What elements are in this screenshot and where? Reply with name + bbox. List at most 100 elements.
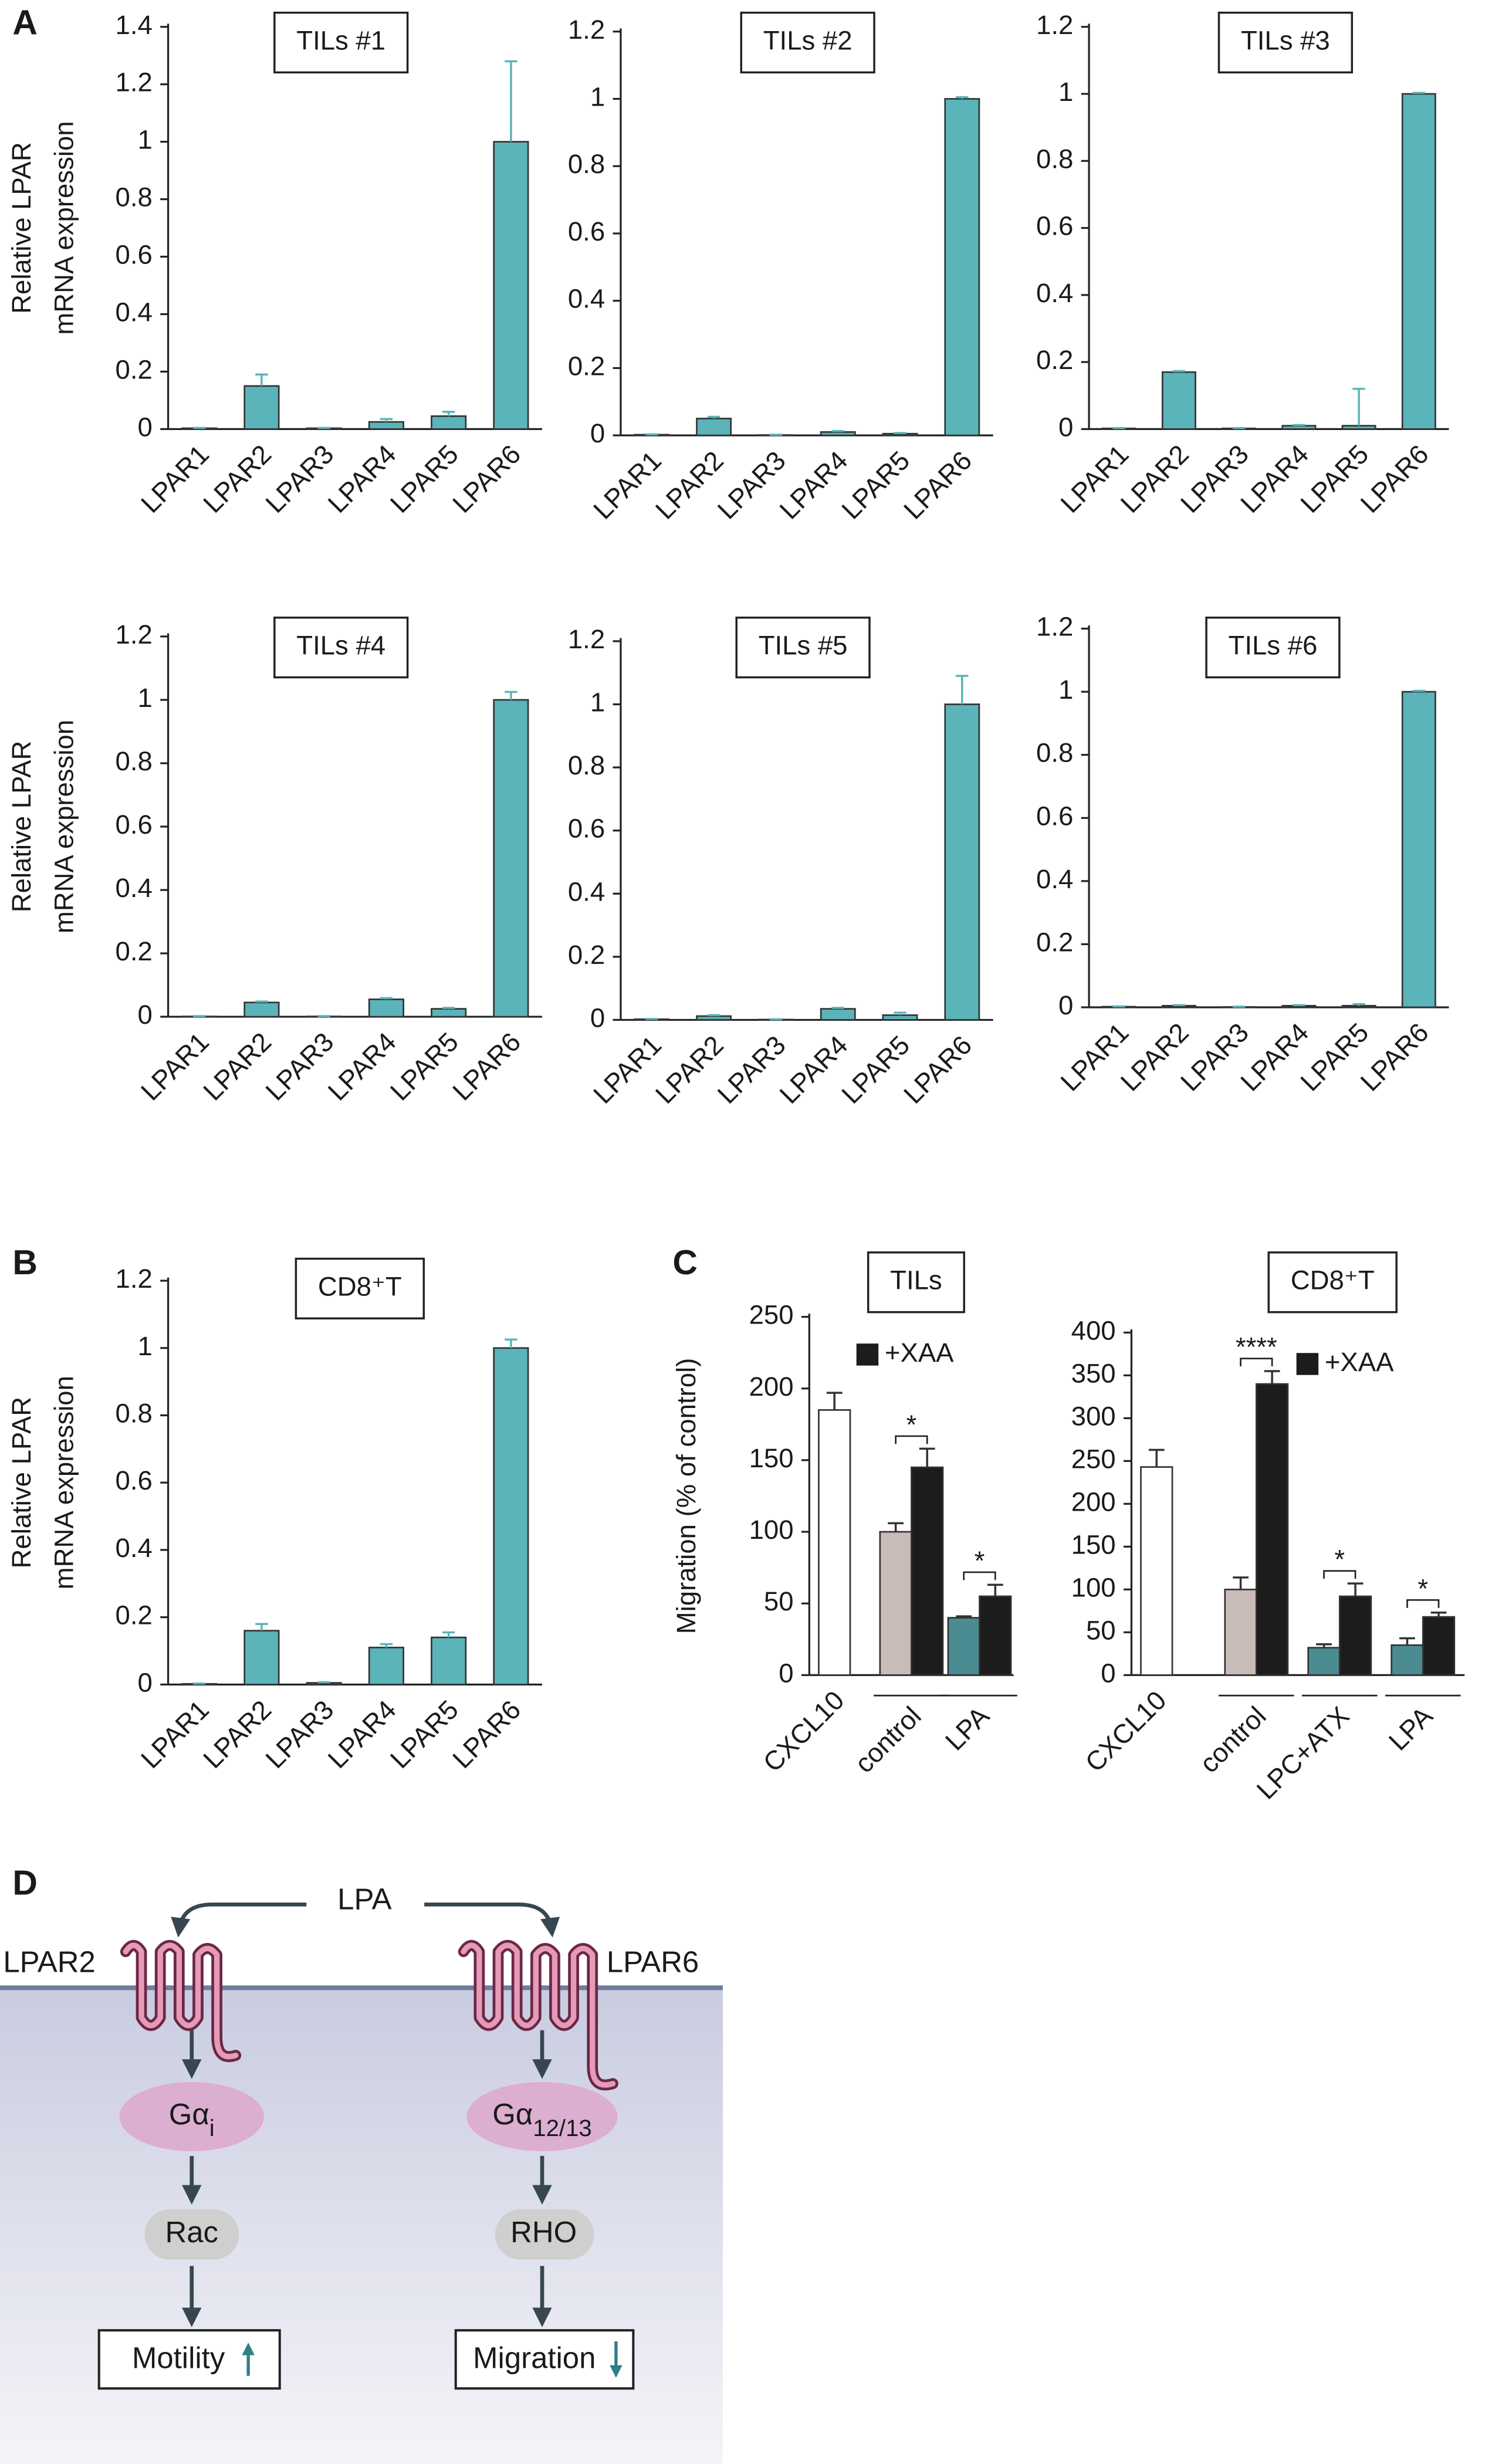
x-tick-label: LPAR6: [447, 1027, 527, 1106]
error-bar: [505, 1338, 517, 1348]
y-tick-label: 1.4: [116, 10, 153, 40]
y-tick-label: 0: [137, 1667, 152, 1697]
error-bar: [505, 691, 517, 700]
y-tick-label: 0: [1101, 1658, 1115, 1688]
legend-label: +XAA: [885, 1338, 954, 1368]
legend-swatch: [1296, 1353, 1319, 1375]
bar: [818, 1409, 851, 1676]
y-tick-label: 0.2: [568, 351, 605, 381]
bar: [882, 1014, 918, 1021]
significance: *: [1334, 1545, 1345, 1575]
y-tick-label: 1: [590, 82, 605, 112]
outcome: Motility: [132, 2341, 225, 2374]
significance-bracket: [1323, 1570, 1357, 1579]
g-protein-label: Gαi: [169, 2097, 215, 2141]
title-box: [1267, 1251, 1398, 1314]
x-tick-label: LPAR6: [447, 439, 527, 519]
bar: [696, 1015, 732, 1021]
bar: [879, 1531, 912, 1676]
x-tick-label: LPAR5: [1295, 1017, 1375, 1097]
y-axis-label: Relative LPAR: [6, 741, 36, 913]
x-tick-label: LPAR3: [260, 1027, 340, 1106]
bar: [368, 421, 404, 430]
title-box: [1217, 11, 1353, 74]
y-tick-label: 0.6: [568, 814, 605, 844]
y-tick-label: 0.2: [116, 1600, 153, 1630]
x-tick-label: LPAR2: [650, 1030, 729, 1109]
bar: [1140, 1466, 1173, 1676]
y-axis-label: mRNA expression: [49, 720, 79, 933]
x-tick-label: LPAR1: [587, 445, 667, 525]
error-bar: [645, 433, 658, 436]
error-bar: [192, 1015, 206, 1017]
error-bar: [956, 1615, 972, 1618]
error-bar: [1399, 1637, 1415, 1646]
y-tick-label: 400: [1071, 1315, 1116, 1345]
bar: [431, 1636, 467, 1685]
y-tick-label: 350: [1071, 1358, 1116, 1388]
y-tick-label: 0.6: [116, 810, 153, 840]
receptor-label: LPAR6: [607, 1945, 699, 1979]
y-tick-label: 0: [137, 412, 152, 442]
bar: [1401, 691, 1436, 1008]
error-bar: [1430, 1611, 1447, 1617]
error-bar: [987, 1583, 1003, 1596]
bar: [243, 1630, 280, 1685]
x-tick-label: LPAR1: [1055, 1017, 1135, 1097]
arrow: [424, 1902, 560, 1938]
error-bar: [707, 415, 720, 419]
x-tick-label: LPAR4: [774, 445, 854, 525]
g-protein-label: Gα12/13: [492, 2097, 591, 2141]
chart-title: TILs #2: [763, 26, 853, 56]
y-tick-label: 0.4: [116, 873, 153, 903]
y-axis-label: Relative LPAR: [6, 142, 36, 314]
outcome: Migration: [473, 2341, 596, 2374]
bar: [1341, 1004, 1376, 1008]
x-tick-label: LPAR4: [774, 1030, 854, 1109]
error-bar: [956, 675, 969, 705]
bar: [493, 141, 529, 430]
y-tick-label: 0.2: [1036, 927, 1073, 957]
error-bar: [1264, 1370, 1280, 1384]
error-bar: [255, 373, 268, 386]
error-bar: [826, 1392, 843, 1410]
panel-label: D: [12, 1864, 38, 1903]
y-tick-label: 0: [1058, 990, 1073, 1020]
y-tick-label: 0.6: [116, 240, 153, 270]
error-bar: [505, 60, 517, 142]
chart-title: CD8⁺T: [318, 1271, 402, 1301]
y-tick-label: 1.2: [1036, 612, 1073, 642]
y-tick-label: 0.6: [1036, 211, 1073, 241]
error-bar: [442, 1007, 455, 1009]
x-tick-label: LPA: [939, 1701, 995, 1756]
bar: [431, 415, 467, 430]
significance: ****: [1236, 1332, 1277, 1362]
x-tick-label: LPAR4: [322, 439, 402, 519]
x-tick-label: LPAR1: [587, 1030, 667, 1109]
chart-title: CD8⁺T: [1291, 1265, 1375, 1295]
gtpase: [495, 2209, 594, 2260]
bar: [243, 1001, 280, 1018]
y-tick-label: 0: [590, 1003, 605, 1033]
y-tick-label: 0.8: [116, 746, 153, 776]
chart-title: TILs #1: [296, 26, 385, 56]
x-tick-label: LPAR2: [198, 439, 278, 519]
legend-label: +XAA: [1325, 1347, 1394, 1377]
error-bar: [1233, 1576, 1249, 1590]
x-tick-label: LPAR2: [198, 1694, 278, 1774]
y-tick-label: 250: [1071, 1444, 1116, 1474]
bar: [1338, 1595, 1372, 1676]
x-tick-label: LPAR4: [1234, 439, 1314, 519]
y-tick-label: 150: [1071, 1529, 1116, 1559]
bar: [368, 999, 404, 1018]
y-tick-label: 0.4: [116, 297, 153, 327]
y-axis-label: Migration (% of control): [671, 1358, 701, 1634]
g-protein: [466, 2081, 618, 2151]
y-tick-label: 0.8: [568, 149, 605, 179]
error-bar: [1412, 689, 1426, 692]
error-bar: [956, 96, 969, 99]
error-bar: [1347, 1582, 1364, 1596]
y-tick-label: 1.2: [116, 67, 153, 97]
x-tick-label: CXCL10: [1080, 1685, 1172, 1778]
x-tick-label: LPAR2: [650, 445, 729, 525]
